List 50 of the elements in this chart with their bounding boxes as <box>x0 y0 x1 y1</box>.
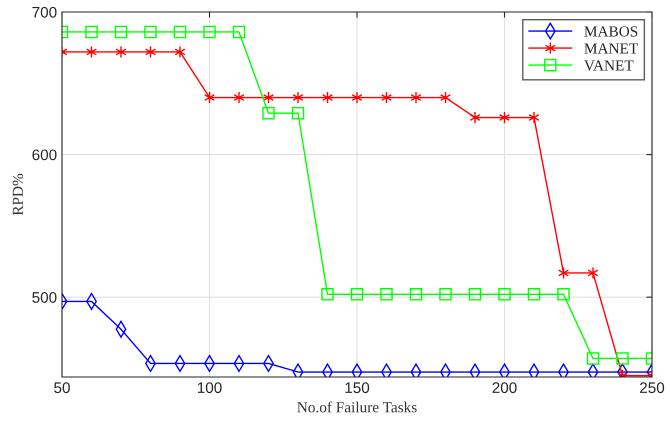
x-tick-label: 200 <box>492 382 517 394</box>
point <box>440 91 452 104</box>
point <box>557 288 570 301</box>
point <box>350 288 364 301</box>
y-tick-label: 600 <box>32 149 57 160</box>
point <box>232 26 246 38</box>
point <box>468 288 482 301</box>
point <box>114 26 128 38</box>
point <box>262 106 275 120</box>
point <box>410 91 422 104</box>
legend-label: MANET <box>584 43 638 54</box>
point <box>558 266 570 280</box>
x-tick-label: 250 <box>640 382 664 394</box>
y-tick-label: 500 <box>32 292 57 303</box>
point <box>174 26 186 38</box>
point <box>528 111 540 124</box>
point <box>233 91 245 104</box>
point <box>203 26 216 38</box>
x-tick-label: 100 <box>198 382 222 394</box>
point <box>587 266 599 280</box>
x-axis-title: No.of Failure Tasks <box>297 402 417 412</box>
point <box>144 46 156 58</box>
point <box>204 91 216 104</box>
point <box>292 91 304 104</box>
point <box>498 288 511 301</box>
point <box>351 91 363 104</box>
point <box>498 111 510 124</box>
y-axis-title: RPD% <box>12 174 24 216</box>
point <box>586 352 600 365</box>
point <box>380 288 393 301</box>
legend-label: MABOS <box>584 26 638 37</box>
x-tick-label: 150 <box>345 382 370 394</box>
point <box>174 46 186 58</box>
point <box>322 91 334 104</box>
point <box>439 288 452 301</box>
point <box>86 46 98 58</box>
point <box>380 91 392 104</box>
point <box>115 46 127 58</box>
x-tick-label: 50 <box>54 382 70 394</box>
point <box>410 288 422 301</box>
legend-label: VANET <box>584 60 634 71</box>
y-tick-label: 700 <box>32 6 57 18</box>
point <box>469 111 481 124</box>
point <box>85 26 98 38</box>
point <box>321 288 334 301</box>
point <box>616 352 629 365</box>
point <box>292 106 304 120</box>
point <box>262 91 274 104</box>
point <box>144 26 157 38</box>
point <box>528 288 540 301</box>
